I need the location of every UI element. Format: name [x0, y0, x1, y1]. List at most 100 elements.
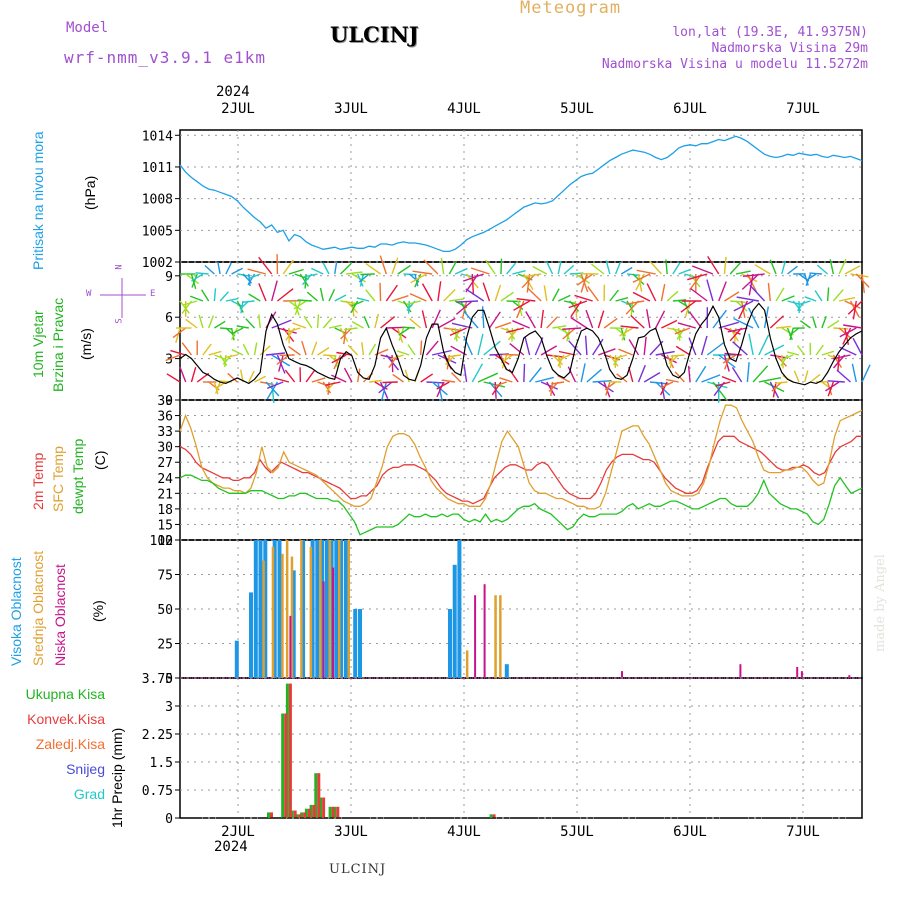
wind-arrow: [649, 260, 662, 275]
wind-arrow: [303, 315, 313, 329]
high-cloud-bar: [457, 540, 462, 678]
wind-arrow: [723, 256, 727, 275]
compass-e-label: E: [150, 289, 156, 299]
wind-arrow: [690, 287, 708, 302]
wind-arrow: [202, 343, 212, 356]
rain-total-bar: [285, 683, 289, 818]
wind-arrow: [752, 365, 769, 383]
wind-arrow: [368, 343, 377, 356]
wind-arrow: [605, 381, 611, 396]
wind-arrow: [225, 262, 232, 275]
wind-arrow: [742, 273, 765, 277]
wind-arrow: [729, 262, 742, 275]
wind-arrow: [618, 348, 634, 356]
wind-arrow: [500, 291, 514, 302]
wind-arrow: [179, 366, 187, 383]
wind-arrow: [780, 354, 789, 367]
wind-arrow: [455, 300, 473, 315]
wind-arrow: [833, 327, 849, 330]
wind-arrow: [500, 258, 503, 275]
wind-arrow: [465, 288, 485, 302]
wind-arrow: [665, 378, 679, 383]
wind-arrow: [437, 281, 442, 302]
wind-arrow: [687, 273, 708, 281]
y-tick-label: 6: [165, 311, 173, 326]
mid-cloud-bar: [262, 560, 265, 678]
wind-arrow: [526, 273, 531, 293]
wind-arrow: [224, 354, 238, 359]
wind-arrow: [502, 353, 519, 356]
wind-arrow: [201, 289, 210, 302]
wind-arrow: [701, 374, 721, 383]
wind-arrow: [165, 354, 181, 362]
y-tick-label: 3: [165, 700, 173, 715]
wind-arrow: [793, 370, 800, 383]
wind-arrow: [385, 284, 398, 302]
wind-arrow: [398, 327, 405, 341]
wind-arrow: [305, 369, 316, 383]
wind-arrow: [769, 315, 784, 329]
wind-arrow: [501, 354, 508, 369]
wind-arrow: [798, 300, 811, 306]
low-cloud-bar: [332, 567, 335, 678]
wind-arrow: [242, 343, 250, 356]
wind-arrow: [781, 295, 795, 302]
wind-arrow: [365, 263, 381, 275]
wind-arrow: [523, 363, 526, 383]
wind-arrow: [821, 315, 827, 329]
rain-conv-bar: [336, 806, 340, 818]
wind-arrow: [861, 364, 871, 383]
wind-arrow: [482, 282, 491, 302]
high-cloud-bar: [249, 592, 253, 678]
y-tick-label: 39: [157, 394, 173, 409]
wind-arrow: [225, 298, 238, 302]
wind-arrow: [231, 267, 244, 275]
y-tick-label: 2.25: [142, 728, 173, 743]
wind-arrow: [379, 255, 387, 275]
pressure-line: [179, 135, 863, 253]
wind-arrow: [827, 320, 840, 329]
mid-cloud-bar: [309, 546, 313, 678]
wind-arrow: [311, 377, 326, 383]
wind-arrow: [562, 327, 576, 340]
wind-arrow: [190, 273, 197, 289]
wind-arrow: [668, 354, 680, 365]
wind-arrow: [271, 381, 275, 404]
wind-arrow: [191, 273, 204, 282]
wind-arrow: [733, 317, 754, 329]
wind-arrow: [402, 326, 416, 329]
wind-arrow: [231, 300, 244, 308]
wind-arrow: [356, 368, 361, 383]
wind-arrow: [328, 289, 336, 302]
y-tick-label: 1.5: [150, 756, 173, 771]
y-tick-label: 36: [157, 410, 173, 425]
wind-arrow: [677, 322, 696, 329]
wind-arrow: [397, 264, 411, 275]
wind-arrow: [191, 273, 198, 288]
wind-arrow: [454, 267, 468, 275]
wind-arrow: [796, 345, 806, 356]
wind-arrow: [357, 273, 364, 287]
dewpt-line: [179, 474, 863, 536]
x-tick-label-top: 4JUL: [447, 101, 481, 117]
wind-arrow: [325, 381, 341, 386]
wind-arrow: [441, 379, 456, 383]
wind-arrow: [409, 292, 427, 302]
wind-arrow: [392, 373, 404, 383]
rain-conv-bar: [307, 808, 311, 818]
high-cloud-bar: [291, 570, 296, 678]
wind-arrow: [592, 380, 612, 383]
wind-arrow: [568, 300, 588, 309]
wind-arrow: [851, 363, 857, 383]
wind-arrow: [609, 289, 619, 302]
wind-arrow: [334, 294, 347, 302]
wind-arrow: [386, 326, 406, 329]
wind-arrow: [190, 367, 197, 383]
wind-arrow: [672, 299, 687, 302]
wind-arrow: [276, 288, 294, 302]
x-tick-label-bottom: 2JUL: [221, 824, 255, 840]
wind-arrow: [678, 268, 691, 275]
mid-cloud-bar: [347, 540, 350, 678]
wind-arrow: [847, 300, 863, 315]
wind-arrow: [343, 367, 353, 383]
